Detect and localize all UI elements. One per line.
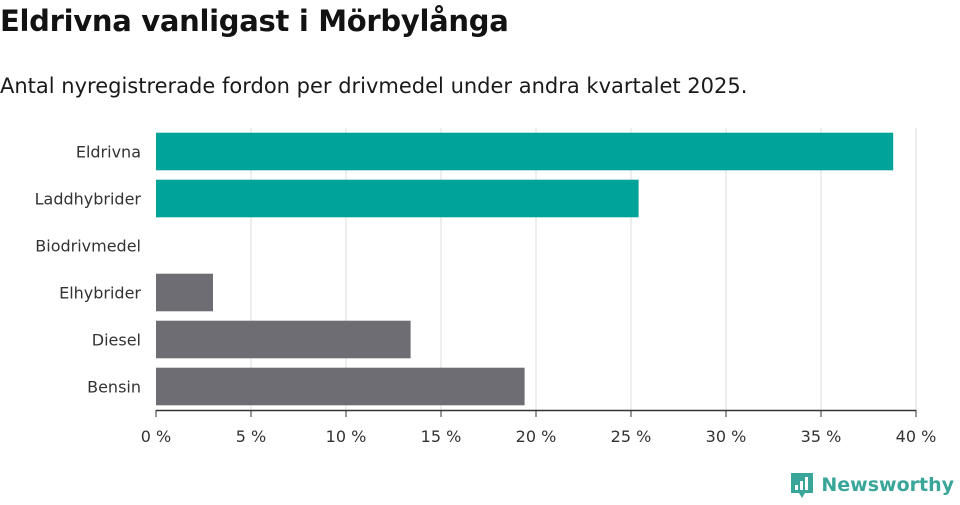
- category-label: Bensin: [87, 378, 141, 397]
- category-label: Biodrivmedel: [35, 237, 141, 256]
- x-tick-label: 40 %: [896, 427, 937, 446]
- category-label: Laddhybrider: [35, 190, 142, 209]
- chart-title: Eldrivna vanligast i Mörbylånga: [0, 4, 509, 38]
- brand-name: Newsworthy: [821, 474, 954, 496]
- bar: [156, 367, 525, 406]
- x-tick-label: 0 %: [141, 427, 171, 446]
- category-label: Diesel: [92, 331, 141, 350]
- brand-logo: Newsworthy: [789, 471, 954, 499]
- category-label: Eldrivna: [76, 143, 141, 162]
- chart-subtitle: Antal nyregistrerade fordon per drivmede…: [0, 74, 748, 98]
- x-tick-label: 35 %: [801, 427, 842, 446]
- category-label: Elhybrider: [59, 284, 141, 303]
- bar: [156, 132, 894, 171]
- bar: [156, 273, 213, 312]
- x-tick-label: 30 %: [706, 427, 747, 446]
- x-tick-label: 25 %: [611, 427, 652, 446]
- bar: [156, 320, 411, 359]
- x-tick-label: 10 %: [326, 427, 367, 446]
- newsworthy-logo-icon: [791, 473, 814, 498]
- bar: [156, 179, 639, 218]
- x-tick-label: 20 %: [516, 427, 557, 446]
- x-tick-label: 5 %: [236, 427, 266, 446]
- x-tick-label: 15 %: [421, 427, 462, 446]
